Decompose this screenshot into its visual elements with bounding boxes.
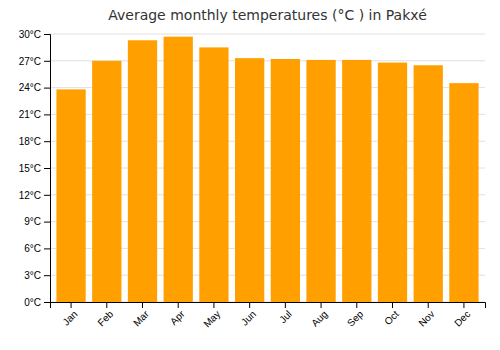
tick-mark: [44, 88, 50, 89]
tick-mark: [44, 195, 50, 196]
tick-mark: [44, 61, 50, 62]
bar: [235, 58, 264, 302]
tick: 12°C: [19, 190, 50, 201]
tick-label: 0°C: [24, 297, 41, 308]
tick-mark: [249, 302, 250, 308]
tick-mark: [463, 302, 464, 308]
tick-label: Jul: [277, 308, 294, 325]
tick: Oct: [382, 302, 401, 327]
tick-mark: [213, 302, 214, 308]
tick-label: Sep: [345, 308, 366, 329]
tick: Dec: [452, 302, 472, 329]
tick-label: 12°C: [19, 190, 41, 201]
axis-line: [51, 303, 486, 309]
tick: 0°C: [24, 297, 50, 308]
tick-label: 6°C: [24, 243, 41, 254]
tick: Mar: [131, 302, 151, 328]
grid-line: [50, 34, 485, 35]
tick-label: Dec: [452, 308, 472, 328]
y-axis: 0°C 3°C 6°C 9°C 12°C 15°C 18°C 21°C 24°C 27°C 30°C: [19, 29, 51, 308]
tick-mark: [44, 275, 50, 276]
tick-mark: [44, 34, 50, 35]
tick-label: 27°C: [19, 56, 41, 67]
tick-label: 30°C: [19, 29, 41, 40]
plot: 0°C 3°C 6°C 9°C 12°C 15°C 18°C 21°C 24°C 27°C 30°C…: [19, 29, 486, 330]
tick-label: Oct: [382, 308, 401, 327]
tick: Jan: [60, 302, 79, 328]
tick-label: Apr: [168, 308, 187, 327]
tick-mark: [285, 302, 286, 308]
bar: [271, 59, 300, 302]
tick-label: Jun: [239, 308, 258, 327]
tick-label: May: [201, 308, 222, 329]
tick-label: Nov: [416, 308, 436, 328]
chart: 0°C 3°C 6°C 9°C 12°C 15°C 18°C 21°C 24°C 27°C 30°C…: [0, 0, 500, 350]
tick-mark: [178, 302, 179, 308]
bars: [56, 37, 478, 302]
tick-label: 3°C: [24, 270, 41, 281]
tick: Jun: [239, 302, 258, 328]
tick: 15°C: [19, 163, 50, 174]
tick: Feb: [95, 302, 115, 328]
tick-mark: [44, 141, 50, 142]
grid: [50, 34, 485, 302]
tick: Apr: [168, 302, 187, 327]
tick-mark: [428, 302, 429, 308]
tick: 21°C: [19, 109, 50, 120]
bar: [449, 83, 478, 302]
bar: [378, 63, 407, 302]
tick: 30°C: [19, 29, 50, 40]
tick: 9°C: [24, 216, 50, 227]
tick-label: 18°C: [19, 136, 41, 147]
tick-mark: [71, 302, 72, 308]
tick: Nov: [416, 302, 436, 329]
tick: 27°C: [19, 56, 50, 67]
tick: May: [201, 302, 222, 330]
tick: 6°C: [24, 243, 50, 254]
bar: [414, 65, 443, 302]
tick-mark: [392, 302, 393, 308]
tick-label: 21°C: [19, 109, 41, 120]
axis-line: [44, 35, 51, 303]
bar: [306, 60, 335, 302]
tick: Sep: [345, 302, 366, 329]
bar: [128, 40, 157, 302]
tick-label: Aug: [309, 308, 329, 328]
x-axis: Jan Feb Mar Apr May Jun Jul Aug Sep Oct Nov Dec: [51, 302, 486, 330]
tick-mark: [44, 302, 50, 303]
tick: 24°C: [19, 82, 50, 93]
bar: [92, 61, 121, 302]
tick-label: 9°C: [24, 216, 41, 227]
tick-label: Feb: [95, 308, 115, 328]
bar: [56, 89, 85, 302]
tick-mark: [44, 248, 50, 249]
tick: Jul: [277, 302, 294, 325]
tick-mark: [106, 302, 107, 308]
tick: Aug: [309, 302, 329, 329]
tick-mark: [44, 168, 50, 169]
title: Average monthly temperatures (°C ) in Pa…: [108, 7, 427, 23]
tick-label: Mar: [131, 308, 151, 328]
tick-mark: [44, 114, 50, 115]
tick-mark: [356, 302, 357, 308]
tick-mark: [44, 222, 50, 223]
tick: 18°C: [19, 136, 50, 147]
tick-mark: [142, 302, 143, 308]
tick-mark: [321, 302, 322, 308]
bar: [199, 47, 228, 302]
tick-label: 15°C: [19, 163, 41, 174]
bar: [164, 37, 193, 302]
tick-label: Jan: [60, 308, 79, 327]
bar: [342, 60, 371, 302]
tick: 3°C: [24, 270, 50, 281]
tick-label: 24°C: [19, 82, 41, 93]
